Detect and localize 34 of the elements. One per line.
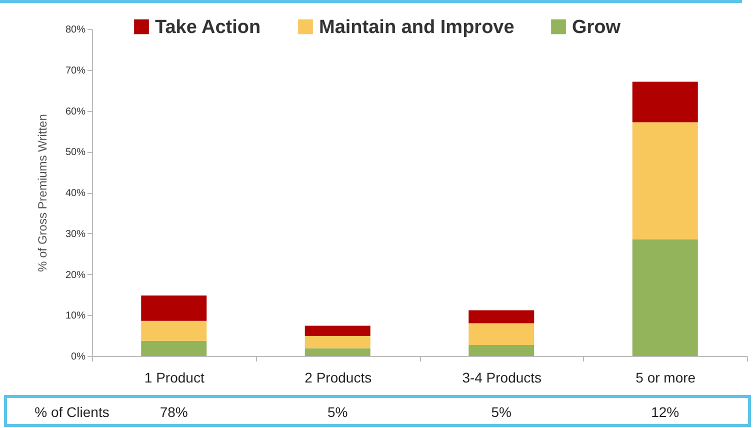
x-tick-label: 5 or more <box>636 370 696 386</box>
bar <box>141 340 207 356</box>
legend-label: Maintain and Improve <box>319 16 514 38</box>
y-tick-label: 30% <box>65 228 86 240</box>
text: 5% <box>491 404 512 420</box>
y-tick-label: 20% <box>65 270 86 281</box>
y-tick-label: 80% <box>65 24 86 36</box>
bar <box>304 336 370 348</box>
text: % of Clients <box>34 404 110 420</box>
bar <box>141 320 207 341</box>
y-tick-label: 70% <box>65 65 86 76</box>
text: 5% <box>328 404 348 420</box>
bar <box>468 310 534 324</box>
y-tick-label: 40% <box>65 188 86 199</box>
text: 78% <box>160 404 188 420</box>
y-axis-title: % of Gross Premiums Written <box>35 114 50 272</box>
x-tick-label: 3-4 Products <box>462 370 542 386</box>
y-tick-label: 60% <box>65 106 86 118</box>
bar <box>632 122 698 240</box>
legend-label: Grow <box>572 16 621 38</box>
bar <box>632 240 698 356</box>
x-tick-label: 1 Product <box>144 370 204 386</box>
bar <box>632 82 698 122</box>
y-tick-label: 0% <box>71 352 86 362</box>
bar <box>304 326 370 336</box>
y-tick-label: 50% <box>65 147 86 158</box>
bar <box>468 344 534 356</box>
legend-label: Take Action <box>155 16 261 38</box>
bar <box>468 323 534 345</box>
x-tick-label: 2 Products <box>304 370 372 386</box>
text: 12% <box>651 404 680 420</box>
bar <box>304 348 370 356</box>
y-tick-label: 10% <box>65 310 86 322</box>
bar <box>141 296 207 321</box>
